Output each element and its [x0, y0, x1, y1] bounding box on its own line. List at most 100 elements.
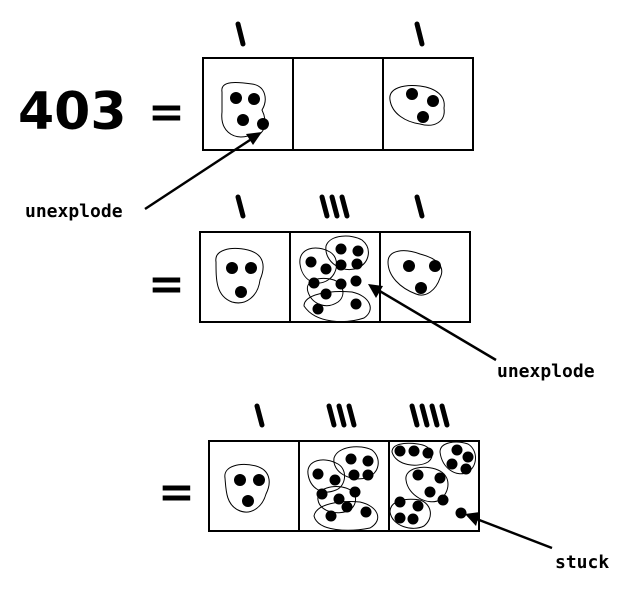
dot	[333, 493, 345, 505]
tally-row2-tens	[319, 194, 330, 219]
dot	[335, 259, 347, 271]
tally-row3-ones	[429, 403, 440, 428]
dot	[462, 451, 474, 463]
tally-row1-ones	[414, 21, 425, 47]
dot	[242, 495, 254, 507]
equals-sign-1: =	[148, 87, 185, 138]
dot	[320, 263, 332, 275]
dot	[335, 278, 347, 290]
tally-row3-tens	[326, 403, 337, 428]
equals-sign-3: =	[158, 467, 195, 518]
box-row2-ones	[379, 231, 471, 323]
dot	[350, 275, 362, 287]
dot	[316, 488, 328, 500]
dot	[335, 243, 347, 255]
label-stuck: stuck	[555, 552, 609, 573]
dot	[408, 445, 420, 457]
dot	[412, 469, 424, 481]
dot	[349, 486, 361, 498]
dot	[417, 111, 429, 123]
dot	[320, 288, 332, 300]
blob-row1-ones	[389, 85, 445, 126]
dot	[341, 501, 353, 513]
dot	[394, 512, 406, 524]
tally-row3-ones	[409, 403, 420, 428]
tally-row3-hundreds	[254, 403, 265, 428]
tally-row2-tens	[329, 194, 340, 219]
dot	[460, 463, 472, 475]
label-unexplode-1: unexplode	[25, 201, 123, 222]
dot	[237, 114, 249, 126]
blob-row3-hundreds	[224, 464, 270, 513]
blob-row3-tens-a	[307, 459, 345, 493]
tally-row1-hundreds	[235, 21, 246, 47]
dot	[312, 468, 324, 480]
dot	[427, 95, 439, 107]
blob-row3-tens-d	[313, 501, 379, 531]
dot	[394, 496, 406, 508]
dot	[415, 282, 427, 294]
dot	[234, 474, 246, 486]
tally-row3-tens	[336, 403, 347, 428]
blob-row3-ones-c	[405, 466, 449, 503]
dot	[362, 469, 374, 481]
dot	[394, 445, 406, 457]
dot	[403, 260, 415, 272]
blob-row3-ones-b	[439, 441, 476, 475]
arrowhead-stuck	[465, 512, 480, 526]
tally-row3-ones	[419, 403, 430, 428]
tally-row3-tens	[346, 403, 357, 428]
dot	[325, 510, 337, 522]
blob-row3-tens-b	[333, 446, 379, 480]
dot	[226, 262, 238, 274]
dot	[446, 458, 458, 470]
row-1	[202, 21, 474, 151]
dot	[329, 474, 341, 486]
dot	[360, 506, 372, 518]
dot	[257, 118, 269, 130]
row-2	[199, 194, 471, 323]
dot	[424, 486, 436, 498]
dot	[422, 447, 434, 459]
dot	[352, 245, 364, 257]
arrow-unexplode-2	[377, 288, 497, 362]
blob-row2-tens-b	[325, 235, 369, 270]
dot	[429, 260, 441, 272]
dot	[248, 93, 260, 105]
label-unexplode-2: unexplode	[497, 361, 595, 382]
dot	[362, 455, 374, 467]
dot	[451, 444, 463, 456]
dot	[412, 500, 424, 512]
row-3	[208, 403, 480, 532]
tally-row2-tens	[339, 194, 350, 219]
dot	[312, 303, 324, 315]
number-403: 403	[18, 82, 127, 142]
arrow-stuck	[473, 516, 553, 550]
dot	[407, 513, 419, 525]
dot	[235, 286, 247, 298]
dot	[305, 256, 317, 268]
arrowhead-unexplode-2	[368, 284, 383, 298]
equals-sign-2: =	[148, 259, 185, 310]
blob-row1-hundreds	[221, 81, 266, 138]
blob-row2-hundreds	[215, 248, 264, 304]
dot	[230, 92, 242, 104]
box-row1-tens	[292, 57, 384, 151]
dot	[434, 472, 446, 484]
dot	[350, 298, 362, 310]
dot	[348, 469, 360, 481]
arrowhead-unexplode-1	[246, 132, 262, 145]
box-row2-hundreds	[199, 231, 291, 323]
dot	[455, 507, 467, 519]
dot	[345, 453, 357, 465]
blob-row2-ones	[387, 250, 443, 296]
tally-row2-ones	[414, 194, 425, 219]
dot	[437, 494, 449, 506]
box-row3-tens	[298, 440, 390, 532]
arrow-unexplode-1	[144, 138, 251, 211]
dot	[308, 277, 320, 289]
dot	[253, 474, 265, 486]
dot	[245, 262, 257, 274]
tally-row2-hundreds	[235, 194, 246, 219]
